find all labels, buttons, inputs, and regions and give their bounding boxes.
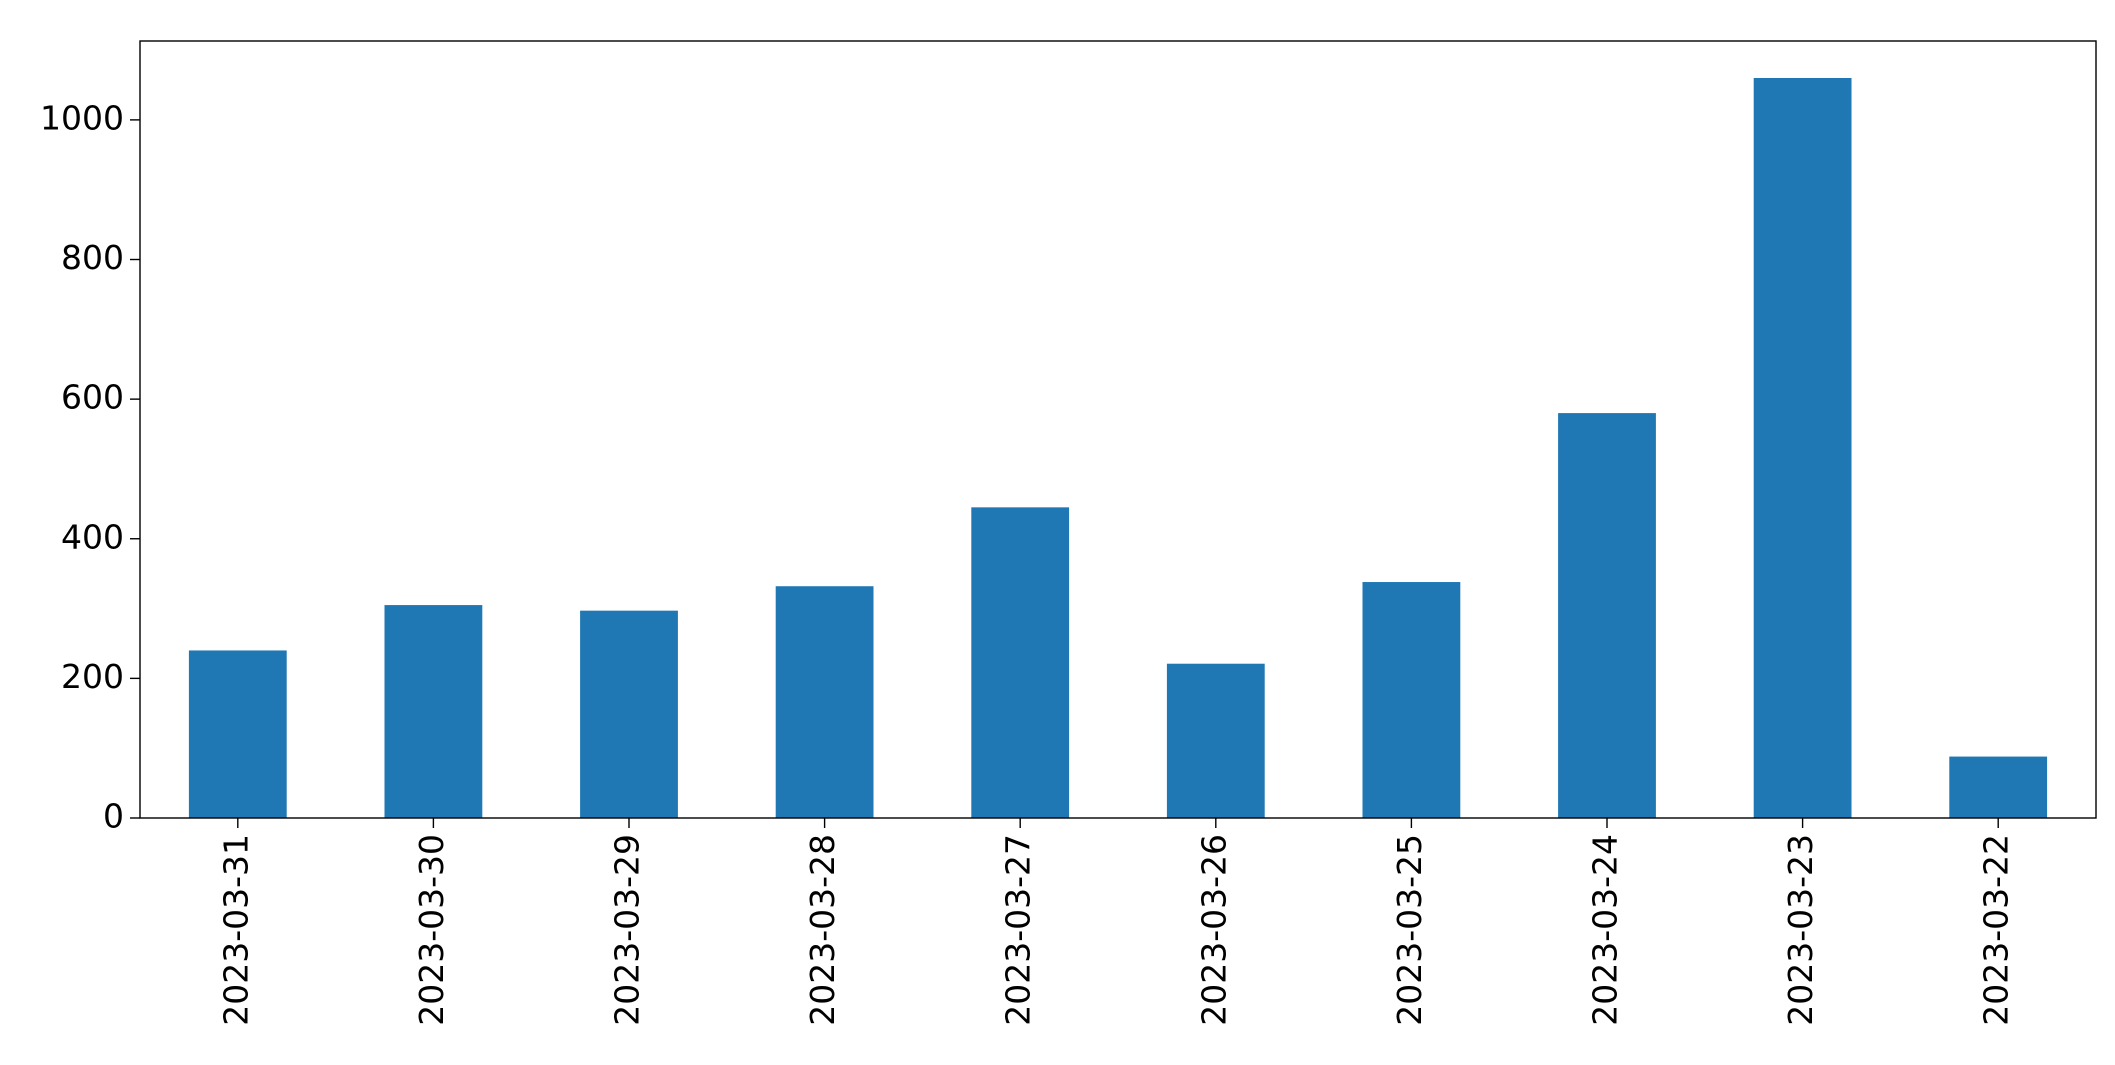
x-tick-label: 2023-03-27 <box>999 834 1038 1026</box>
bar <box>188 650 287 818</box>
y-tick-label: 200 <box>61 657 124 696</box>
x-tick-label: 2023-03-22 <box>1977 834 2016 1026</box>
x-tick-label: 2023-03-30 <box>412 834 451 1026</box>
bar <box>1166 663 1265 818</box>
x-tick-label: 2023-03-23 <box>1781 834 1820 1026</box>
x-tick-label: 2023-03-28 <box>803 834 842 1026</box>
bar <box>384 605 483 818</box>
y-tick-label: 1000 <box>40 98 124 137</box>
x-tick-label: 2023-03-31 <box>216 834 255 1026</box>
x-tick-label: 2023-03-24 <box>1586 834 1625 1026</box>
bar <box>1753 78 1852 818</box>
bar <box>1362 582 1461 818</box>
y-tick-label: 0 <box>103 797 124 836</box>
y-tick-label: 400 <box>61 517 124 556</box>
x-tick-label: 2023-03-25 <box>1390 834 1429 1026</box>
plot-frame <box>139 40 2097 819</box>
bar <box>775 586 874 818</box>
bar <box>1558 413 1656 818</box>
bar <box>1949 756 2048 818</box>
y-tick-label: 800 <box>61 238 124 277</box>
x-tick-label: 2023-03-26 <box>1194 834 1233 1026</box>
x-tick-label: 2023-03-29 <box>608 834 647 1026</box>
y-tick-label: 600 <box>61 378 124 417</box>
bar <box>971 507 1070 818</box>
bar <box>580 610 678 818</box>
